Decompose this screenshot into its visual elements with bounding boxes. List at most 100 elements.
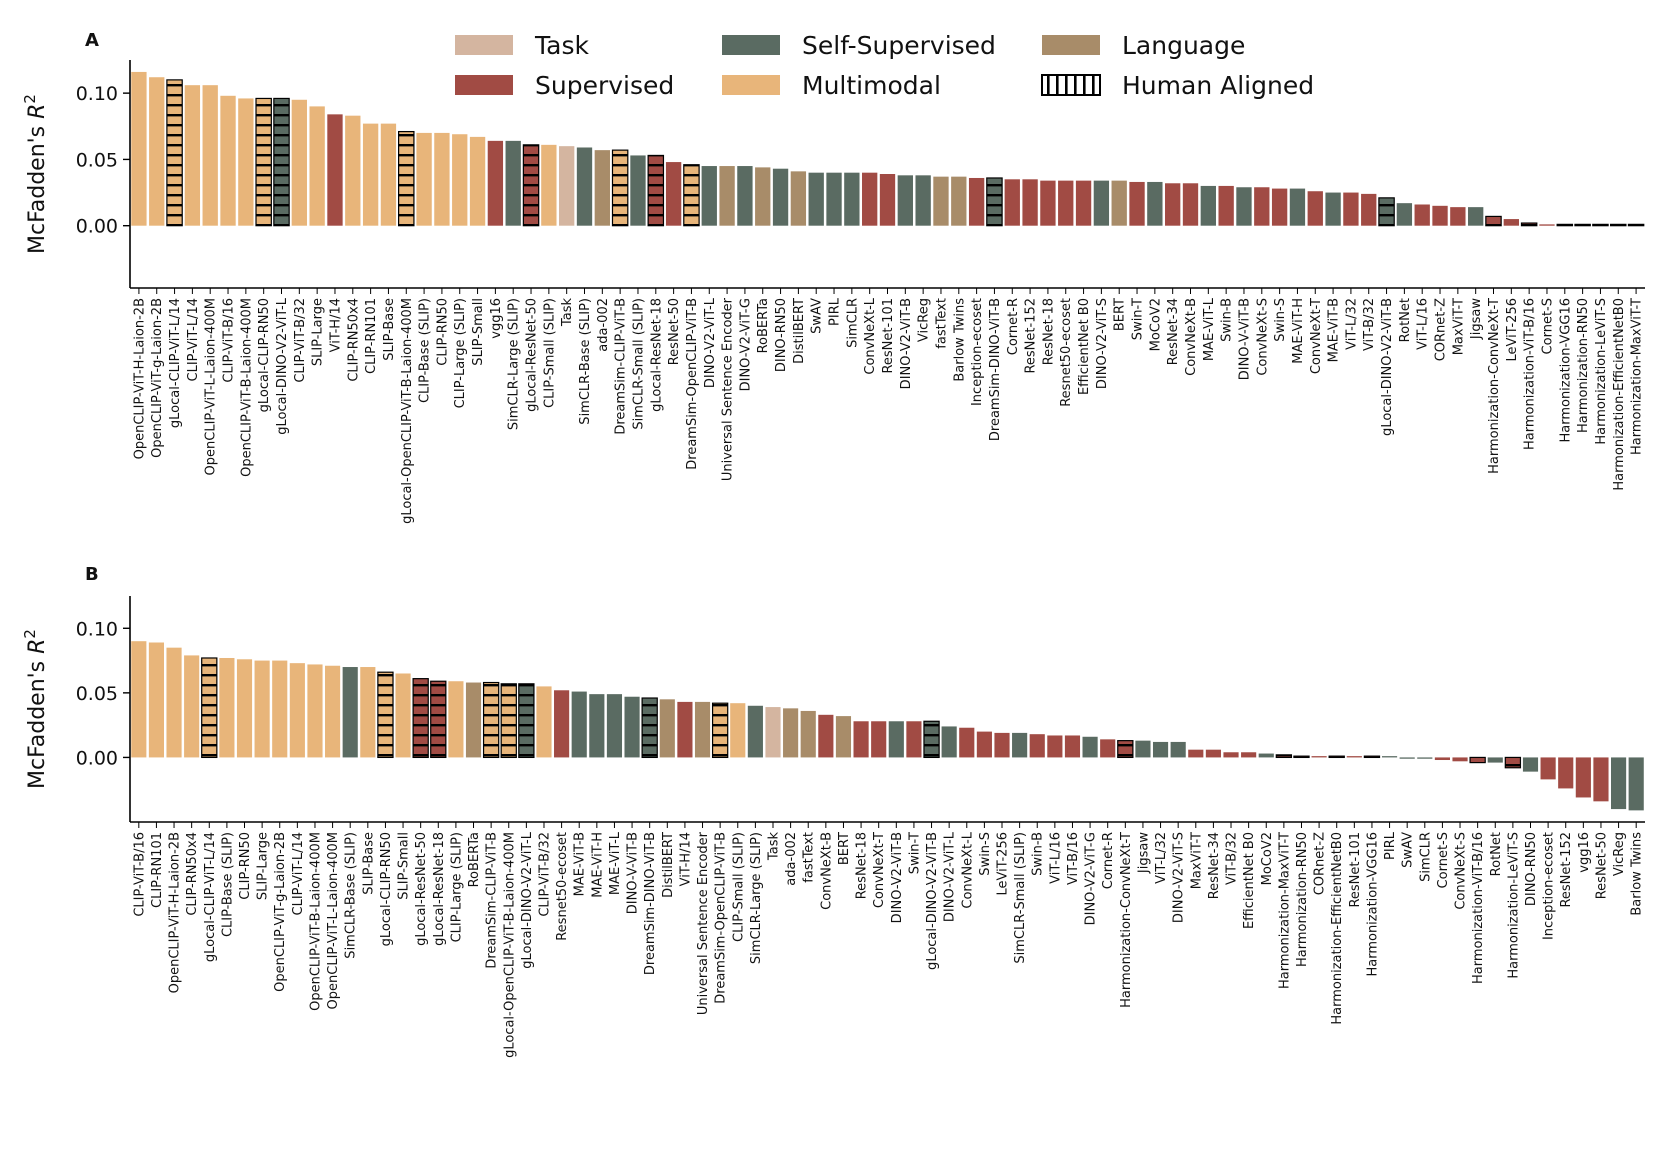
panel-a-hatch-dreamsim-dino-vit-b — [986, 177, 1003, 227]
panel-a-ylabel-r: R — [25, 104, 50, 119]
panel-a-bar-resnet-34 — [1165, 183, 1181, 226]
panel-b-tick-label: RoBERTa — [467, 832, 482, 887]
panel-b-bar-mae-vit-l — [606, 694, 623, 758]
panel-b-hatch-glocal-clip-vit-l-14 — [201, 657, 218, 759]
panel-b-bar-swin-t — [906, 721, 922, 758]
panel-a-tick-label: Harmonization-VGG16 — [1558, 298, 1573, 443]
panel-b-hatch-harmonization-maxvit-t — [1275, 754, 1293, 759]
panel-b-tick-label: SimCLR-Large (SLIP) — [749, 832, 764, 964]
panel-b-tick-label: CLIP-ViT-L/14 — [291, 832, 306, 915]
panel-a-tick-label: CLIP-ViT-B/16 — [222, 298, 237, 383]
panel-a-tick-label: CLIP-RN50x4 — [346, 298, 361, 382]
panel-b-bar-distilbert — [659, 699, 675, 758]
panel-b-bar-maxvit-t — [1188, 749, 1204, 758]
panel-a-tick-label: OpenCLIP-ViT-L-Laion-400M — [204, 298, 219, 475]
panel-a-bar-efficientnet-b0 — [1075, 180, 1092, 226]
panel-b-tick-label: gLocal-CLIP-ViT-L/14 — [203, 832, 218, 962]
panel-b-tick-label: BERT — [837, 832, 852, 865]
legend-label-human-aligned: Human Aligned — [1122, 71, 1314, 100]
panel-b-bar-convnext-l — [959, 727, 975, 758]
panel-a-tick-label: LeViT-256 — [1505, 298, 1520, 361]
panel-a-bar-dino-v2-vit-l — [701, 166, 717, 226]
panel-a-tick-label: SimCLR-Base (SLIP) — [578, 298, 593, 425]
panel-b-bar-openclip-vit-g-laion-2b — [272, 660, 288, 758]
panel-b-bar-dino-v2-vit-l — [941, 726, 957, 758]
panel-b-tick-label: SimCLR — [1418, 832, 1433, 882]
legend-label-multimodal: Multimodal — [802, 71, 941, 100]
panel-a-bar-swav — [808, 172, 824, 226]
panel-b-hatch-dreamsim-dino-vit-b — [641, 697, 658, 759]
panel-b-bar-simclr-base-slip — [342, 667, 358, 758]
panel-b-bar-openclip-vit-l-laion-400m — [325, 665, 341, 758]
panel-a-hatch-harmonization-efficientnetb0 — [1610, 223, 1627, 227]
panel-a-bar-jigsaw — [1468, 207, 1484, 226]
panel-a-tick-label: DINO-V2-ViT-S — [1095, 298, 1110, 389]
panel-a-tick-label: CLIP-RN101 — [364, 298, 379, 374]
panel-a-tick-label: Universal Sentence Encoder — [721, 297, 736, 481]
panel-b-hatch-glocal-resnet-18 — [430, 680, 447, 759]
panel-a-bar-universal-sentence-encoder — [719, 166, 735, 226]
panel-b-bar-dino-rn50 — [1522, 757, 1539, 772]
panel-b-bar-inception-ecoset — [1540, 757, 1556, 780]
panel-b-tick-label: SLIP-Base — [361, 832, 376, 895]
panel-a-tick-label: Cornet-S — [1540, 298, 1555, 354]
legend-swatch-supervised — [455, 75, 513, 95]
panel-a-tick-label: ResNet-50 — [667, 298, 682, 365]
panel-b-tick-label: CLIP-ViT-B/32 — [537, 832, 552, 917]
panel-b-tick-label: gLocal-ResNet-50 — [414, 832, 429, 946]
panel-a-bar-convnext-l — [862, 172, 878, 226]
panel-a-bar-mae-vit-l — [1200, 185, 1216, 226]
panel-b-bar-resnet-101 — [1346, 756, 1362, 758]
panel-b-tick-label: ConvNeXt-L — [960, 831, 975, 908]
panel-a-bar-convnext-s — [1254, 187, 1270, 226]
panel-b-tick-label: Jigsaw — [1136, 832, 1151, 874]
panel-a-bar-resnet50-ecoset — [1058, 180, 1074, 226]
panel-a-tick-label: VicReg — [917, 298, 932, 342]
panel-b-tick-label: SimCLR-Base (SLIP) — [344, 832, 359, 959]
panel-a-bar-convnext-b — [1182, 183, 1199, 226]
panel-a-tick-label: DINO-RN50 — [774, 298, 789, 372]
panel-b-tick-label: ResNet-18 — [855, 832, 870, 899]
panel-b-hatch-dreamsim-openclip-vit-b — [711, 702, 729, 759]
panel-a-tick-label: gLocal-DINO-V2-ViT-B — [1380, 298, 1395, 436]
panel-b-bar-vit-b-16 — [1064, 735, 1081, 758]
panel-b-bar-clip-vit-b-32 — [536, 686, 552, 758]
panel-b-bar-resnet50-ecoset — [554, 690, 570, 758]
panel-a-tick-label: SLIP-Large — [311, 298, 326, 366]
panel-b-bar-clip-large-slip — [448, 681, 464, 758]
panel-b-tick-label: LeViT-256 — [996, 832, 1011, 895]
panel-b-tick-label: VicReg — [1612, 832, 1627, 876]
panel-b-bar-mae-vit-b — [571, 691, 587, 758]
panel-b-tick-label: DINO-V2-ViT-B — [890, 832, 905, 923]
legend-label-task: Task — [534, 31, 589, 60]
panel-a-tick-label: gLocal-CLIP-ViT-L/14 — [168, 298, 183, 428]
panel-b-bar-clip-rn50x4 — [184, 655, 200, 758]
panel-b-label: B — [85, 564, 99, 585]
panel-a-tick-label: gLocal-ResNet-50 — [525, 298, 540, 412]
panel-a-tick-label: ConvNeXt-S — [1255, 298, 1270, 376]
panel-a-bar-fasttext — [933, 176, 949, 226]
panel-b-tick-label: CLIP-Base (SLIP) — [220, 832, 235, 937]
panel-b-tick-label: MAE-ViT-L — [608, 831, 623, 895]
panel-b-tick-label: Swin-T — [907, 832, 922, 874]
panel-b-bar-dino-v2-vit-g — [1082, 736, 1098, 758]
panel-b-hatch-harmonization-vgg16 — [1363, 755, 1381, 759]
panel-b-tick-label: ada-002 — [784, 832, 799, 886]
panel-b-tick-label: Harmonization-RN50 — [1295, 832, 1310, 967]
panel-b-tick-label: Swin-S — [978, 832, 993, 876]
panel-a-bar-simclr — [844, 172, 860, 226]
panel-b-tick-label: ResNet-101 — [1348, 832, 1363, 908]
panel-a-tick-label: CLIP-ViT-B/32 — [293, 298, 308, 383]
panel-a-tick-label: ResNet-152 — [1024, 298, 1039, 374]
panel-a-hatch-glocal-resnet-18 — [647, 154, 665, 227]
panel-a-tick-label: SwAV — [810, 298, 825, 334]
panel-b-bar-clip-base-slip — [219, 657, 235, 758]
panel-a-tick-label: Harmonization-EfficientNetB0 — [1612, 298, 1627, 491]
panel-a-tick-label: OpenCLIP-ViT-g-Laion-2B — [150, 298, 165, 458]
panel-b-tick-label: Harmonization-ConvNeXt-T — [1119, 832, 1134, 1008]
panel-a-bar-task — [559, 146, 575, 226]
panel-b-tick-label: ViT-L/16 — [1048, 832, 1063, 884]
panel-b-tick-label: gLocal-CLIP-RN50 — [379, 832, 394, 946]
panel-a-hatch-harmonization-rn50 — [1574, 223, 1591, 227]
panel-a-tick-label: Inception-ecoset — [970, 298, 985, 406]
